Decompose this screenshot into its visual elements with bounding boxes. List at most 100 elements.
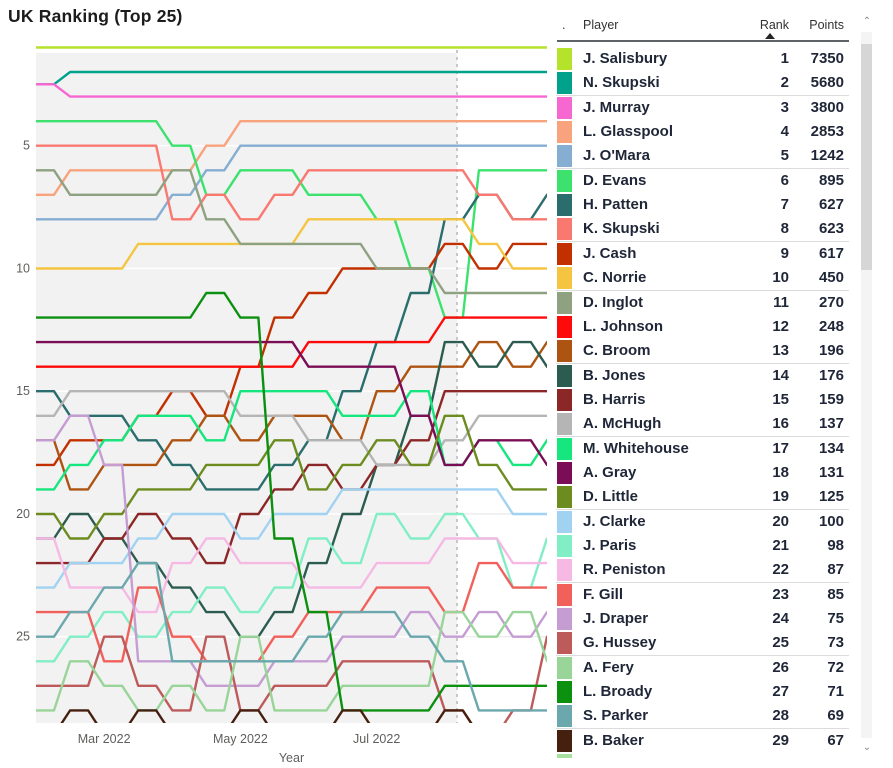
series-line-l-johnson[interactable] — [36, 316, 547, 368]
table-row[interactable]: C. Norrie 10 450 — [556, 266, 849, 292]
table-row[interactable]: D. Inglot 11 270 — [556, 290, 849, 316]
table-row[interactable]: H. Patten 7 627 — [556, 193, 849, 219]
table-row[interactable]: G. Hussey 25 73 — [556, 631, 849, 657]
table-row[interactable]: J. O'Mara 5 1242 — [556, 144, 849, 170]
player-name: C. Norrie — [583, 269, 647, 287]
player-points: 67 — [827, 731, 844, 749]
column-header-points[interactable]: Points — [809, 18, 844, 32]
player-color-swatch — [557, 437, 572, 460]
table-row[interactable]: N. Skupski 2 5680 — [556, 71, 849, 97]
player-rank: 19 — [772, 488, 789, 506]
x-axis-tick-label: Jul 2022 — [353, 732, 400, 746]
table-row[interactable]: S. Parker 28 69 — [556, 704, 849, 730]
table-row[interactable]: D. Little 19 125 — [556, 485, 849, 511]
table-row[interactable]: K. Skupski 8 623 — [556, 217, 849, 243]
series-line-d-inglot[interactable] — [36, 169, 547, 295]
table-row-partial[interactable] — [556, 753, 849, 758]
y-axis-tick-label: 5 — [23, 139, 30, 153]
player-points: 248 — [818, 317, 844, 335]
table-row[interactable]: M. Whitehouse 17 134 — [556, 436, 849, 462]
player-color-swatch — [557, 681, 572, 704]
player-name: A. McHugh — [583, 415, 662, 433]
column-header-swatch[interactable]: . — [562, 18, 566, 32]
player-color-swatch — [557, 413, 572, 436]
column-header-rank[interactable]: Rank — [759, 18, 789, 32]
series-line-j-o-mara[interactable] — [36, 144, 547, 221]
player-points: 159 — [818, 390, 844, 408]
table-row[interactable]: L. Broady 27 71 — [556, 680, 849, 706]
table-row[interactable]: B. Harris 15 159 — [556, 387, 849, 413]
scroll-up-icon[interactable]: ⌃ — [859, 14, 875, 30]
table-row[interactable]: J. Draper 24 75 — [556, 607, 849, 633]
table-row[interactable]: L. Glasspool 4 2853 — [556, 120, 849, 146]
player-rank: 23 — [772, 585, 789, 603]
table-row[interactable]: B. Jones 14 176 — [556, 363, 849, 389]
player-rank: 20 — [772, 512, 789, 530]
player-rank: 25 — [772, 634, 789, 652]
scrollbar-thumb[interactable] — [861, 44, 872, 270]
player-points: 137 — [818, 415, 844, 433]
player-points: 87 — [827, 561, 844, 579]
series-line-b-baker[interactable] — [36, 709, 547, 735]
table-row[interactable]: J. Cash 9 617 — [556, 241, 849, 267]
table-row[interactable]: B. Baker 29 67 — [556, 728, 849, 754]
player-color-swatch — [557, 96, 572, 119]
series-line-l-glasspool[interactable] — [36, 120, 547, 196]
series-line-a-gray[interactable] — [36, 340, 547, 467]
table-row[interactable]: J. Paris 21 98 — [556, 534, 849, 559]
player-name: D. Inglot — [583, 293, 643, 311]
table-row[interactable]: R. Peniston 22 87 — [556, 558, 849, 584]
table-row[interactable]: D. Evans 6 895 — [556, 168, 849, 194]
series-line-j-murray[interactable] — [36, 83, 547, 98]
player-points: 5680 — [810, 74, 844, 92]
player-name: J. Clarke — [583, 512, 646, 530]
table-row[interactable]: C. Broom 13 196 — [556, 339, 849, 365]
series-line-d-little[interactable] — [36, 414, 547, 540]
scroll-down-icon[interactable]: ⌄ — [859, 740, 875, 756]
player-rank: 10 — [772, 269, 789, 287]
player-points: 617 — [818, 244, 844, 262]
table-row[interactable]: J. Salisbury 1 7350 — [556, 47, 849, 72]
table-row[interactable]: A. McHugh 16 137 — [556, 412, 849, 438]
player-color-swatch — [557, 340, 572, 363]
player-name: H. Patten — [583, 196, 649, 214]
series-line-a-fery[interactable] — [36, 610, 547, 712]
series-line-j-clarke[interactable] — [36, 488, 547, 589]
player-color-swatch — [557, 583, 572, 606]
scrollbar-track[interactable] — [861, 32, 872, 738]
player-rank: 28 — [772, 707, 789, 725]
table-scrollbar[interactable]: ⌃ ⌄ — [859, 14, 875, 756]
series-line-n-skupski[interactable] — [36, 70, 547, 86]
table-row[interactable]: L. Johnson 12 248 — [556, 314, 849, 340]
player-color-swatch — [557, 656, 572, 679]
player-points: 98 — [827, 537, 844, 554]
series-line-s-parker[interactable] — [36, 561, 547, 712]
player-color-swatch — [557, 291, 572, 314]
table-row[interactable]: F. Gill 23 85 — [556, 582, 849, 608]
table-row[interactable]: A. Fery 26 72 — [556, 655, 849, 681]
series-line-a-mchugh[interactable] — [36, 390, 547, 467]
player-points: 72 — [827, 658, 844, 676]
player-name: J. Salisbury — [583, 50, 668, 67]
player-rank: 11 — [773, 293, 789, 311]
table-row[interactable]: A. Gray 18 131 — [556, 460, 849, 486]
table-row[interactable]: J. Murray 3 3800 — [556, 95, 849, 121]
player-points: 131 — [818, 463, 844, 481]
y-axis-tick-label: 15 — [16, 384, 30, 398]
player-rank: 3 — [780, 98, 789, 116]
table-row[interactable]: J. Clarke 20 100 — [556, 509, 849, 535]
x-axis-tick-label: May 2022 — [213, 732, 268, 746]
player-points: 75 — [827, 610, 844, 628]
player-rank: 15 — [772, 390, 789, 408]
player-rank: 21 — [772, 537, 789, 554]
series-line-l-broady[interactable] — [36, 291, 547, 712]
column-header-player[interactable]: Player — [583, 18, 619, 32]
series-line-j-paris[interactable] — [36, 512, 547, 663]
player-color-swatch — [557, 388, 572, 411]
player-rank: 16 — [772, 415, 789, 433]
series-line-b-harris[interactable] — [36, 390, 547, 565]
player-rank: 22 — [772, 561, 789, 579]
player-points: 627 — [818, 196, 844, 214]
series-line-k-skupski[interactable] — [36, 144, 547, 221]
player-color-swatch — [557, 486, 572, 509]
